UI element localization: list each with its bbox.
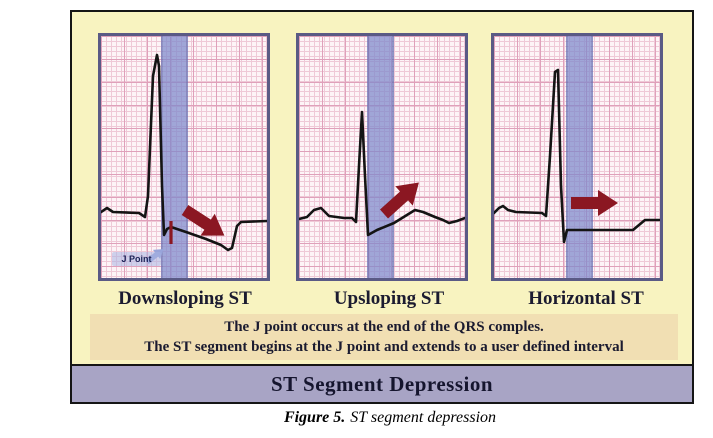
upsloping-arrow-icon: [379, 182, 419, 219]
ecg-trace-horizontal: [494, 68, 660, 244]
panel-title-downsloping: Downsloping ST: [118, 288, 252, 309]
figure-caption: Figure 5. ST segment depression: [78, 409, 702, 427]
downsloping-arrow-icon: [181, 204, 225, 236]
panel-title-upsloping: Upsloping ST: [333, 288, 445, 309]
panel-horizontal: [491, 33, 663, 281]
st-interval-band: [566, 36, 593, 278]
panel-downsloping: J Point: [98, 33, 270, 281]
panel-title-horizontal: Horizontal ST: [528, 288, 644, 309]
ecg-trace-downsloping: [101, 53, 267, 265]
panel-upsloping: [296, 33, 468, 281]
note-line-2: The ST segment begins at the J point and…: [144, 339, 624, 355]
st-interval-band: [367, 36, 394, 278]
ecg-figure: J Point Downsloping ST Upsloping ST Hori…: [70, 10, 694, 404]
figure-title-bar: ST Segment Depression: [72, 364, 692, 402]
j-point-label: J Point: [112, 252, 161, 266]
note-box: The J point occurs at the end of the QRS…: [90, 314, 678, 360]
caption-text: ST segment depression: [350, 409, 497, 426]
horizontal-arrow-icon: [571, 190, 618, 216]
note-line-1: The J point occurs at the end of the QRS…: [224, 319, 544, 335]
ecg-trace-upsloping: [299, 110, 465, 237]
caption-number: Figure 5.: [283, 409, 346, 426]
